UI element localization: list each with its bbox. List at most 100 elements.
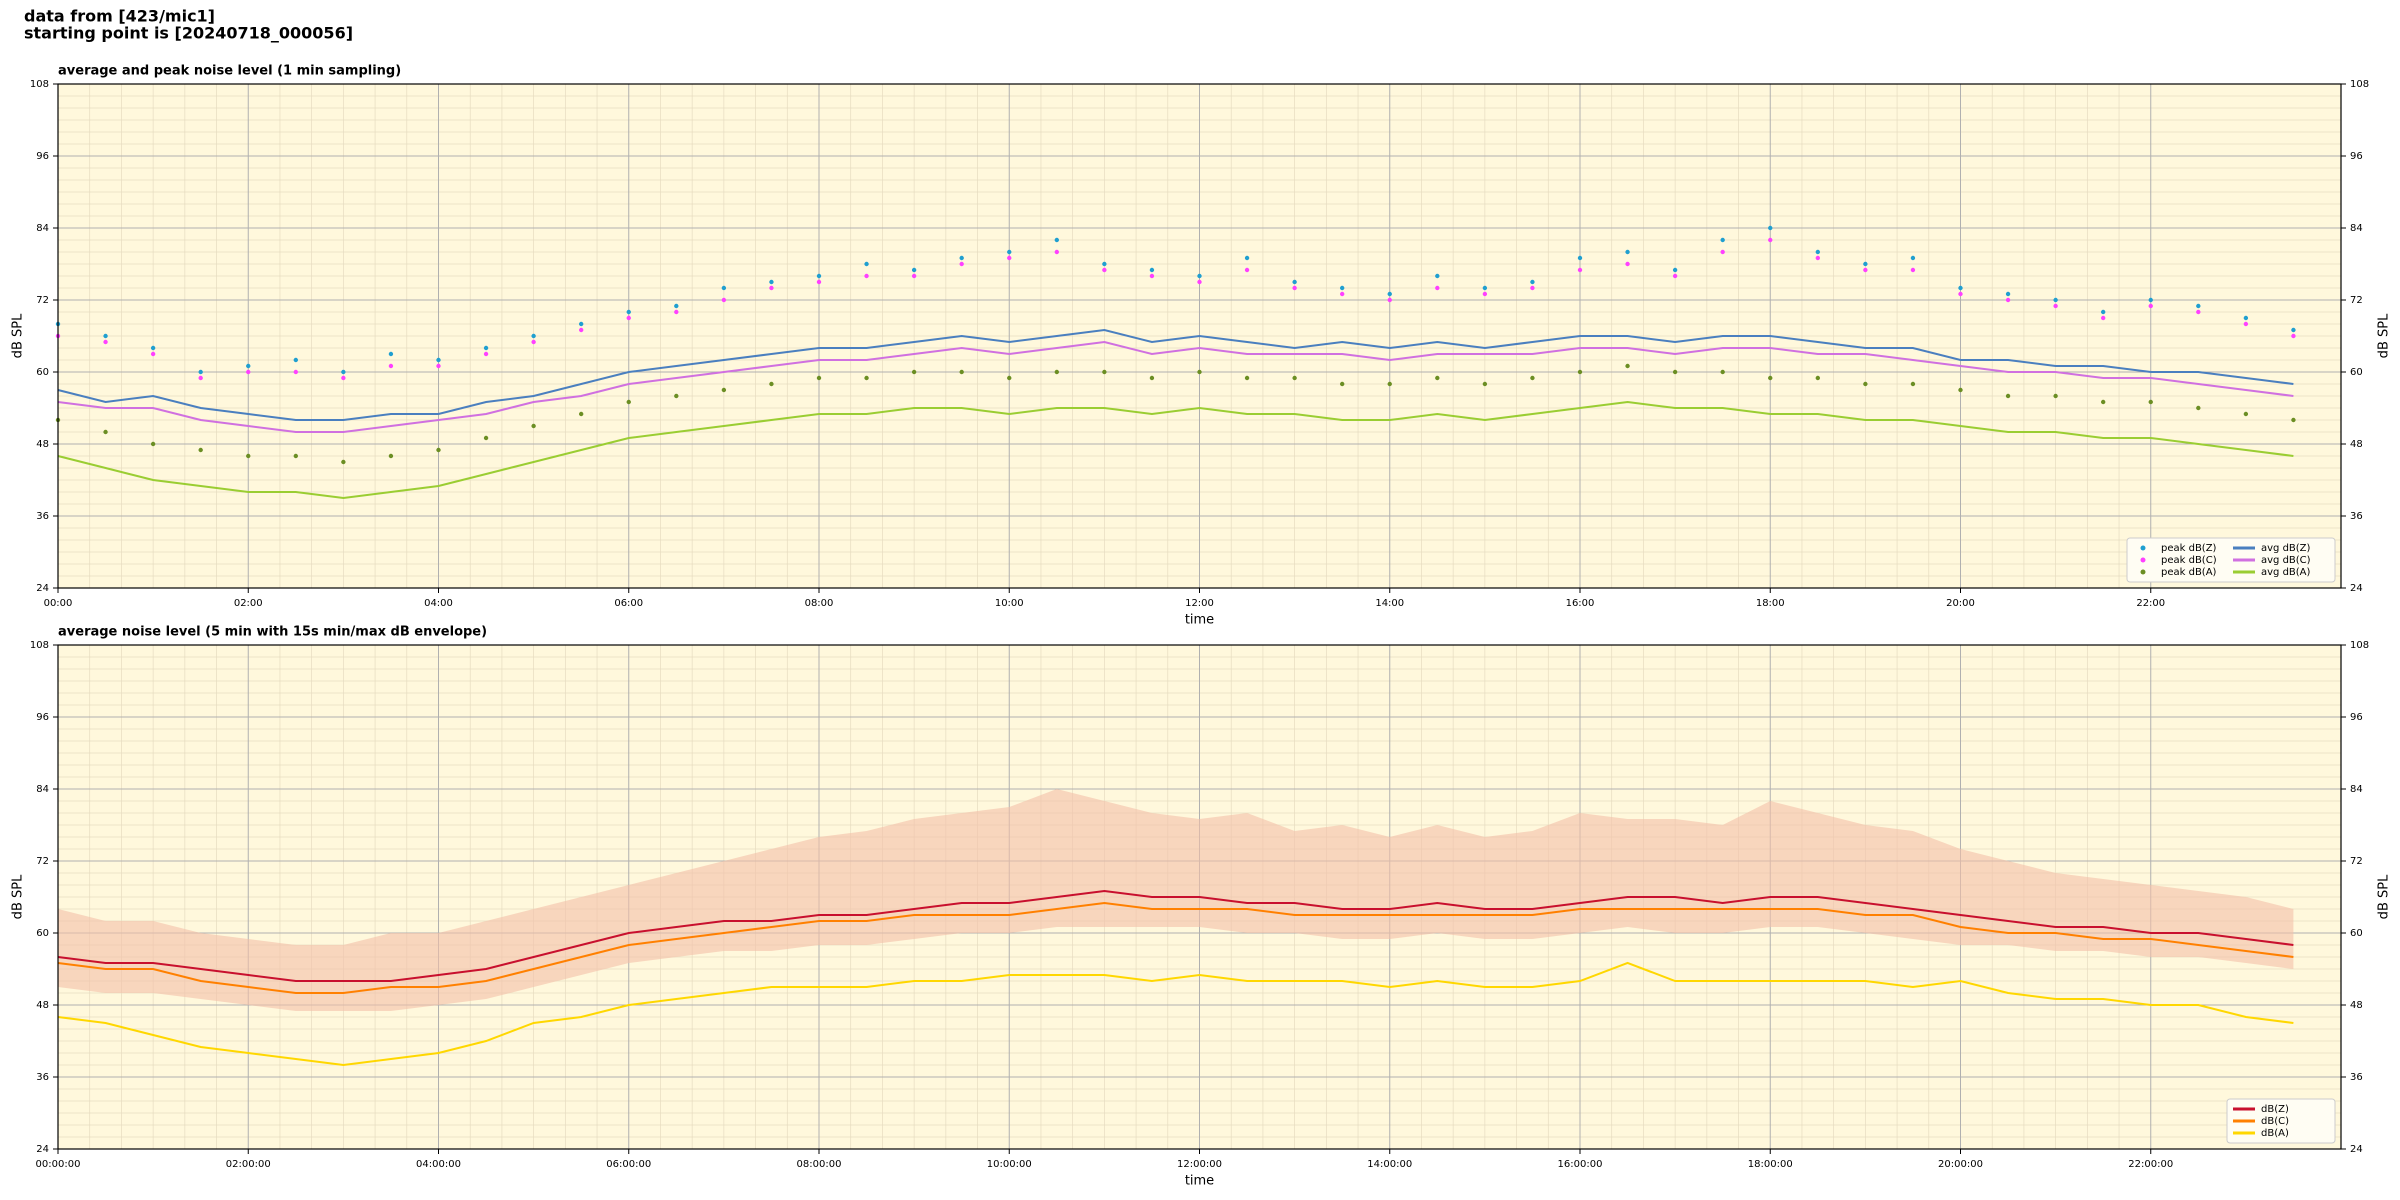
peak-point: [911, 267, 917, 273]
peak-point: [150, 345, 156, 351]
peak-point: [1530, 279, 1535, 285]
peak-point: [1768, 225, 1773, 231]
peak-point: [2148, 399, 2153, 405]
y-tick-label: 60: [36, 367, 49, 378]
y-tick-label: 36: [36, 1072, 49, 1083]
x-tick-label: 12:00:00: [1177, 1159, 1222, 1170]
peak-point: [578, 411, 584, 417]
peak-point: [1720, 249, 1725, 255]
y-tick-label: 24: [36, 583, 49, 594]
y-axis-label: dB SPL: [11, 874, 26, 919]
peak-point: [1197, 369, 1202, 375]
peak-point: [2291, 417, 2296, 423]
peak-point: [2291, 327, 2296, 333]
legend-label: dB(A): [2261, 1128, 2289, 1139]
y-tick-label: 60: [2350, 367, 2363, 378]
peak-point: [721, 297, 727, 303]
peak-point: [1910, 267, 1916, 273]
y-tick-label: 48: [2350, 1000, 2363, 1011]
series-line: [57, 889, 2294, 982]
peak-point: [436, 363, 441, 369]
peak-point: [1197, 273, 1202, 279]
peak-point: [1672, 267, 1678, 273]
peak-point: [198, 375, 203, 381]
peak-point: [1007, 249, 1012, 255]
y-tick-label: 96: [2350, 712, 2363, 723]
x-tick-label: 02:00:00: [226, 1159, 271, 1170]
x-tick-label: 02:00: [234, 598, 263, 609]
peak-point: [2100, 399, 2106, 405]
peak-point: [531, 423, 536, 429]
x-tick-label: 06:00: [614, 598, 643, 609]
peak-point: [1815, 255, 1821, 261]
peak-point: [1577, 255, 1583, 261]
x-tick-label: 06:00:00: [606, 1159, 651, 1170]
peak-point: [769, 381, 774, 387]
y-axis-label: dB SPL: [11, 313, 26, 358]
peak-point: [816, 375, 822, 381]
peak-point: [2005, 291, 2011, 297]
x-tick-label: 10:00:00: [987, 1159, 1032, 1170]
y-tick-label: 108: [30, 79, 49, 90]
peak-point: [1910, 381, 1916, 387]
peak-point: [1482, 381, 1488, 387]
peak-point: [531, 339, 536, 345]
peak-point: [2100, 315, 2106, 321]
x-tick-label: 16:00:00: [1558, 1159, 1603, 1170]
peak-point: [816, 273, 822, 279]
peak-point: [1292, 375, 1297, 381]
x-tick-label: 10:00: [995, 598, 1024, 609]
peak-point: [1863, 381, 1868, 387]
subplot: average and peak noise level (1 min samp…: [11, 64, 2392, 628]
peak-point: [769, 285, 774, 291]
peak-point: [1482, 291, 1488, 297]
peak-point: [626, 309, 631, 315]
x-tick-label: 08:00: [805, 598, 834, 609]
peak-point: [1577, 267, 1583, 273]
peak-point: [1054, 237, 1060, 243]
y-tick-label: 96: [2350, 151, 2363, 162]
legend-label: peak dB(Z): [2161, 543, 2217, 554]
peak-point: [2196, 309, 2201, 315]
peak-point: [578, 321, 584, 327]
peak-point: [959, 261, 964, 267]
peak-point: [483, 351, 489, 357]
peak-point: [1720, 237, 1725, 243]
subplot: average noise level (5 min with 15s min/…: [11, 625, 2392, 1189]
y-tick-label: 48: [2350, 439, 2363, 450]
peak-point: [1244, 255, 1250, 261]
peak-point: [1339, 381, 1345, 387]
peak-point: [1530, 285, 1535, 291]
suptitle-line: data from [423/mic1]: [24, 7, 215, 26]
peak-point: [2243, 321, 2249, 327]
peak-point: [1339, 285, 1345, 291]
peak-point: [816, 279, 822, 285]
peak-point: [1387, 297, 1392, 303]
peak-point: [674, 309, 679, 315]
peak-point: [1863, 261, 1868, 267]
peak-point: [1958, 285, 1963, 291]
x-tick-label: 18:00: [1756, 598, 1785, 609]
y-tick-label: 24: [36, 1144, 49, 1155]
peak-point: [721, 387, 727, 393]
peak-point: [1768, 375, 1773, 381]
peak-point: [103, 333, 108, 339]
peak-point: [198, 447, 203, 453]
x-tick-label: 04:00: [424, 598, 453, 609]
legend-marker: [2140, 545, 2146, 551]
peak-point: [103, 339, 108, 345]
peak-point: [1149, 273, 1155, 279]
peak-point: [150, 351, 156, 357]
y-tick-label: 36: [2350, 511, 2363, 522]
peak-point: [1958, 291, 1963, 297]
series-line: [57, 400, 2294, 500]
peak-point: [388, 453, 394, 459]
peak-point: [150, 441, 156, 447]
suptitle-line: starting point is [20240718_000056]: [24, 24, 353, 43]
x-axis-label: time: [1185, 613, 1214, 628]
y-tick-label: 72: [2350, 295, 2363, 306]
peak-point: [341, 459, 346, 465]
series-line: [57, 961, 2294, 1067]
y-tick-label: 84: [2350, 784, 2363, 795]
y-tick-label: 96: [36, 151, 49, 162]
